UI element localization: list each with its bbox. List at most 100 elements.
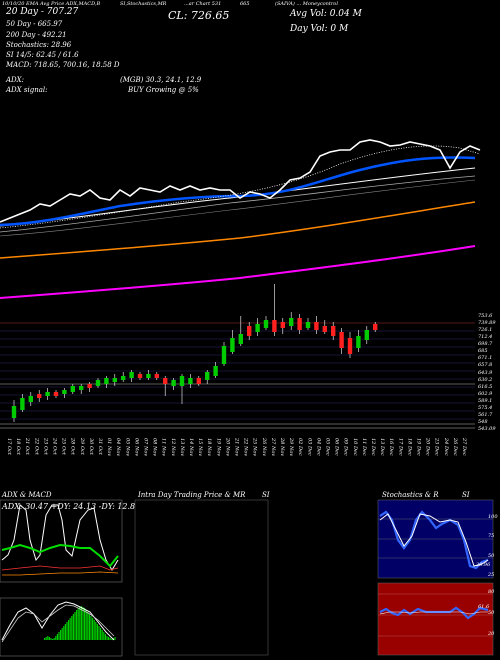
price-tick: 726.1 bbox=[478, 327, 493, 334]
day-volume: Day Vol: 0 M bbox=[290, 24, 349, 34]
price-tick: 543.09 bbox=[478, 426, 496, 432]
macd-bar bbox=[63, 626, 65, 640]
date-tick: 28 Nov bbox=[279, 438, 285, 457]
header-line1b: SI,Stochastics,MR bbox=[120, 1, 167, 7]
candle-body bbox=[20, 398, 25, 410]
price-tick: 739.89 bbox=[478, 320, 496, 327]
macd-bar bbox=[44, 638, 46, 640]
macd-line bbox=[1, 601, 115, 641]
ema200-line bbox=[0, 245, 476, 299]
macd-bar bbox=[72, 614, 74, 640]
macd-bar bbox=[104, 634, 106, 640]
candle-body bbox=[272, 320, 277, 332]
date-tick: 02 Dec bbox=[297, 438, 304, 456]
candle-body bbox=[171, 380, 176, 386]
si-value: SI 14/5: 62.45 / 61.6 bbox=[6, 51, 79, 59]
ema-panel bbox=[0, 139, 481, 299]
date-tick: 17 Dec bbox=[397, 438, 404, 456]
adx-label: ADX: bbox=[6, 76, 25, 84]
macd-bar bbox=[58, 632, 60, 640]
date-tick: 03 Dec bbox=[306, 438, 313, 456]
date-tick: 18 Nov bbox=[206, 438, 213, 457]
candle-body bbox=[53, 392, 59, 396]
price-line bbox=[0, 139, 481, 223]
date-tick: 07 Nov bbox=[142, 438, 149, 457]
candle-body bbox=[221, 346, 227, 364]
macd-bar bbox=[56, 634, 58, 640]
candle-body bbox=[314, 322, 319, 330]
close-price: CL: 726.65 bbox=[168, 9, 230, 22]
macd-bar bbox=[80, 606, 82, 640]
candle-body bbox=[305, 322, 311, 328]
stoch-tick-25: 25 bbox=[488, 572, 495, 578]
macd-bar bbox=[48, 637, 50, 640]
date-tick: 11 Dec bbox=[360, 438, 367, 456]
date-tick: 15 Nov bbox=[197, 438, 204, 457]
macd-histogram bbox=[44, 606, 116, 640]
ema20-line bbox=[0, 156, 476, 227]
date-tick: 24 Dec bbox=[442, 438, 449, 456]
avg-dotted-line bbox=[0, 145, 481, 229]
macd-bar bbox=[74, 612, 76, 640]
macd-bar bbox=[52, 639, 54, 640]
adx-red-line bbox=[1, 565, 119, 571]
macd-bar bbox=[101, 630, 103, 640]
macd-bar bbox=[76, 610, 78, 640]
adx-signal-label: ADX signal: bbox=[6, 86, 48, 94]
macd-bar bbox=[87, 612, 89, 640]
stochastics-k-line bbox=[379, 510, 489, 570]
adx-panel-title: ADX & MACD bbox=[2, 491, 52, 499]
macd-bar bbox=[98, 626, 100, 640]
date-tick: 14 Nov bbox=[188, 438, 194, 457]
date-tick: 24 Oct bbox=[51, 438, 58, 455]
date-tick: 28 Oct bbox=[69, 438, 76, 455]
candle-body bbox=[62, 390, 67, 394]
stochastics-value: Stochastics: 28.96 bbox=[6, 41, 72, 49]
date-tick: 13 Dec bbox=[379, 438, 386, 456]
avg-volume: Avg Vol: 0.04 M bbox=[290, 9, 362, 19]
date-tick: 04 Nov bbox=[115, 438, 122, 457]
stoch-tick-50: 50 bbox=[488, 553, 495, 559]
candle-body bbox=[11, 406, 17, 418]
candlestick-series bbox=[11, 284, 378, 422]
candle-body bbox=[146, 374, 151, 378]
macd-bar bbox=[114, 637, 116, 640]
macd-bar bbox=[55, 636, 57, 640]
candle-body bbox=[373, 324, 378, 330]
date-tick: 29 Nov bbox=[288, 438, 295, 457]
band-lower bbox=[0, 179, 476, 237]
price-tick: 698.7 bbox=[478, 341, 493, 348]
macd-bar bbox=[88, 614, 90, 640]
date-tick: 18 Dec bbox=[406, 438, 413, 456]
macd-panel bbox=[0, 597, 123, 657]
date-tick: 29 Oct bbox=[78, 438, 85, 455]
date-tick: 05 Nov bbox=[124, 438, 131, 457]
date-tick: 26 Dec bbox=[451, 438, 458, 456]
adx-orange-line bbox=[2, 571, 119, 576]
candle-body bbox=[255, 324, 260, 332]
macd-bar bbox=[82, 607, 84, 640]
adx-white-line bbox=[1, 504, 119, 571]
candle-body bbox=[289, 318, 294, 326]
candle-body bbox=[213, 366, 218, 376]
mgb-value: (MGB) 30.3, 24.1, 12.9 bbox=[120, 76, 202, 84]
price-tick: 589.1 bbox=[478, 397, 493, 404]
date-tick: 31 Oct bbox=[97, 438, 103, 455]
candle-body bbox=[37, 394, 42, 398]
macd-bar bbox=[111, 639, 113, 640]
macd-bar bbox=[64, 624, 66, 640]
macd-value: MACD: 718.65, 700.16, 18.58 D bbox=[6, 61, 120, 69]
macd-signal-line bbox=[1, 604, 115, 643]
macd-bar bbox=[61, 628, 63, 640]
adx-panel-values: ADX: 30.47 +DY: 24.13 -DY: 12.8 bbox=[2, 502, 136, 511]
price-tick: 712.4 bbox=[478, 334, 493, 341]
price-grid bbox=[0, 330, 475, 420]
stoch-current: 28.96 bbox=[476, 562, 491, 568]
date-tick: 30 Oct bbox=[87, 438, 94, 455]
candle-body bbox=[339, 332, 344, 348]
candle-body bbox=[364, 330, 369, 340]
price-tick: 575.4 bbox=[478, 404, 493, 411]
candle-body bbox=[238, 334, 243, 344]
header-line1c: ...ar Chart 531 bbox=[184, 1, 222, 7]
date-tick: 09 Dec bbox=[342, 438, 349, 456]
